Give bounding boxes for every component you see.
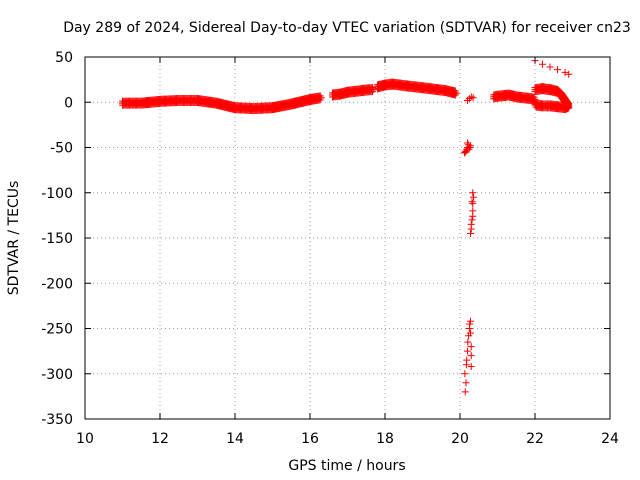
y-tick-label: -200 xyxy=(41,276,73,292)
x-tick-label: 10 xyxy=(76,431,94,447)
x-axis-label: GPS time / hours xyxy=(288,458,405,474)
data-point xyxy=(464,144,471,151)
data-point xyxy=(461,149,468,157)
data-point xyxy=(468,216,476,224)
data-point xyxy=(531,101,539,109)
x-tick-label: 16 xyxy=(301,431,319,447)
y-tick-label: -250 xyxy=(41,322,73,338)
data-point xyxy=(467,329,474,337)
data-point xyxy=(469,94,477,102)
y-tick-label: 50 xyxy=(55,50,73,66)
data-point xyxy=(462,147,470,155)
chart-title: Day 289 of 2024, Sidereal Day-to-day VTE… xyxy=(63,20,631,36)
data-point xyxy=(469,212,477,220)
y-tick-label: -100 xyxy=(41,186,73,202)
data-point xyxy=(546,63,554,71)
data-point xyxy=(461,388,469,396)
data-point xyxy=(561,68,569,76)
y-tick-label: -300 xyxy=(41,367,73,383)
x-tick-label: 12 xyxy=(151,431,169,447)
y-axis-label: SDTVAR / TECUs xyxy=(6,181,22,296)
data-point xyxy=(461,370,469,378)
data-point xyxy=(451,91,459,99)
data-point xyxy=(468,198,476,206)
data-point xyxy=(370,86,378,94)
data-point xyxy=(461,148,469,156)
data-point xyxy=(470,193,477,201)
x-tick-label: 20 xyxy=(451,431,469,447)
data-point xyxy=(469,189,477,197)
data-point xyxy=(467,363,475,371)
x-tick-label: 14 xyxy=(226,431,244,447)
data-point xyxy=(317,94,325,102)
y-tick-label: -50 xyxy=(50,141,73,157)
data-point xyxy=(467,317,474,325)
data-point xyxy=(467,225,475,233)
data-point xyxy=(565,70,573,78)
data-point xyxy=(464,347,471,355)
x-tick-label: 24 xyxy=(601,431,619,447)
y-tick-label: -350 xyxy=(41,412,73,428)
data-point xyxy=(469,200,477,208)
data-point xyxy=(539,60,546,68)
data-point xyxy=(467,229,474,237)
data-point xyxy=(467,352,475,360)
y-tick-label: -150 xyxy=(41,231,73,247)
x-tick-label: 22 xyxy=(526,431,544,447)
data-point xyxy=(464,338,472,346)
data-point xyxy=(554,66,561,74)
data-point xyxy=(452,89,460,97)
axis-ticks xyxy=(84,56,611,420)
data-point xyxy=(463,356,471,364)
x-tick-label: 18 xyxy=(376,431,394,447)
data-point xyxy=(462,379,470,387)
data-points xyxy=(119,57,573,396)
tick-labels: 10 12 14 16 18 20 22 24 -350 -300 -250 -200 -150 -100… xyxy=(41,50,619,447)
y-tick-label: 0 xyxy=(64,95,73,111)
data-point xyxy=(467,343,475,351)
grid-lines xyxy=(85,57,610,419)
